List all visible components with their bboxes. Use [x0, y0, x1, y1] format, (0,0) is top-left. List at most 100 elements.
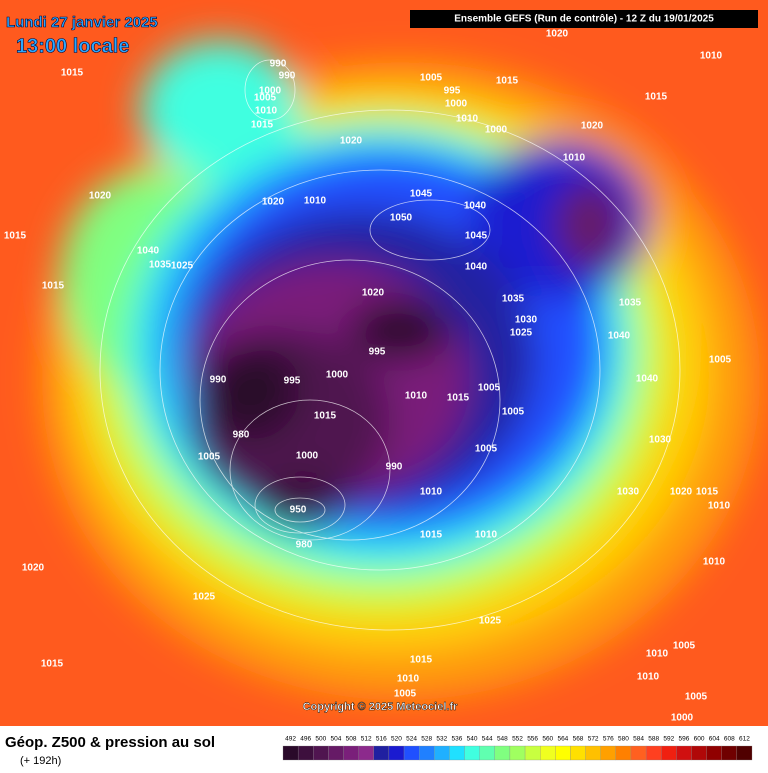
colorbar-label: 584	[633, 736, 644, 743]
isobar-label: 1030	[649, 435, 672, 446]
isobar-label: 995	[444, 86, 461, 97]
colorbar-label: 544	[482, 736, 493, 743]
isobar-label: 995	[284, 376, 301, 387]
isobar-label: 1010	[255, 106, 278, 117]
isobar-label: 1040	[465, 262, 488, 273]
forecast-hour: (+ 192h)	[20, 755, 61, 767]
isobar-label: 1040	[608, 331, 631, 342]
isobar-label: 1040	[464, 201, 487, 212]
isobar-label: 1035	[502, 294, 525, 305]
colorbar-swatch	[313, 745, 329, 761]
colorbar-swatch	[494, 745, 511, 761]
isobar-label: 1005	[709, 355, 732, 366]
isobar-label: 1005	[420, 73, 443, 84]
isobar-label: 1005	[478, 383, 501, 394]
colorbar-label: 568	[573, 736, 584, 743]
colorbar-label: 580	[618, 736, 629, 743]
colorbar-swatch	[600, 745, 616, 761]
isobar-label: 1050	[390, 213, 413, 224]
isobar-label: 990	[270, 59, 287, 70]
isobar-label: 1010	[708, 501, 731, 512]
isobar-label: 1000	[296, 451, 319, 462]
colorbar-swatch	[434, 745, 450, 761]
colorbar-label: 536	[452, 736, 463, 743]
isobar-label: 1015	[314, 411, 337, 422]
isobar-label: 950	[290, 505, 307, 516]
isobar-label: 1005	[198, 452, 221, 463]
isobar-label: 1000	[445, 99, 468, 110]
colorbar-label: 588	[648, 736, 659, 743]
colorbar-label: 532	[436, 736, 447, 743]
colorbar-swatch	[524, 745, 541, 761]
colorbar-label: 500	[315, 736, 326, 743]
isobar-label: 1010	[646, 649, 669, 660]
colorbar-label: 520	[391, 736, 402, 743]
isobar-label: 1030	[617, 487, 640, 498]
isobar-label: 1015	[4, 231, 27, 242]
isobar-label: 1015	[251, 120, 274, 131]
isobar-label: 1010	[700, 51, 723, 62]
colorbar-swatch	[540, 745, 556, 761]
colorbar-label: 528	[421, 736, 432, 743]
colorbar-swatch	[297, 745, 314, 761]
colorbar-swatch	[630, 745, 647, 761]
colorbar-swatch	[721, 745, 738, 761]
colorbar-label: 508	[346, 736, 357, 743]
isobar-label: 1010	[475, 530, 498, 541]
copyright: Copyright © 2025 Meteociel.fr	[303, 701, 459, 713]
colorbar-label: 612	[739, 736, 750, 743]
colorbar-label: 604	[709, 736, 720, 743]
isobar-label: 1040	[636, 374, 659, 385]
colorbar-swatch	[615, 745, 632, 761]
isobar-label: 1015	[410, 655, 433, 666]
local-time: 13:00 locale	[16, 35, 129, 57]
colorbar-swatch	[403, 745, 420, 761]
colorbar-label: 552	[512, 736, 523, 743]
colorbar-label: 564	[557, 736, 568, 743]
isobar-label: 1025	[171, 261, 194, 272]
isobar-label: 1010	[420, 487, 443, 498]
footer-title: Géop. Z500 & pression au sol	[5, 734, 215, 751]
colorbar-label: 560	[542, 736, 553, 743]
isobar-label: 1000	[259, 86, 282, 97]
isobar-label: 1005	[673, 641, 696, 652]
colorbar-swatch	[706, 745, 722, 761]
colorbar-swatch	[661, 745, 677, 761]
isobar-label: 980	[296, 540, 313, 551]
isobar-label: 1025	[510, 328, 533, 339]
colorbar-swatch	[479, 745, 495, 761]
colorbar-label: 576	[603, 736, 614, 743]
isobar-label: 1015	[61, 68, 84, 79]
isobar-label: 1015	[420, 530, 443, 541]
colorbar-swatch	[449, 745, 465, 761]
isobar-label: 1045	[465, 231, 488, 242]
isobar-label: 1010	[405, 391, 428, 402]
colorbar-label: 492	[285, 736, 296, 743]
isobar-label: 1020	[340, 136, 363, 147]
isobar-label: 1020	[262, 197, 285, 208]
model-info: Ensemble GEFS (Run de contrôle) - 12 Z d…	[454, 14, 714, 25]
isobar-label: 1015	[42, 281, 65, 292]
colorbar-swatch	[419, 745, 435, 761]
isobar-label: 1015	[41, 659, 64, 670]
colorbar-label: 596	[678, 736, 689, 743]
colorbar-label: 592	[663, 736, 674, 743]
isobar-label: 1020	[22, 563, 45, 574]
isobar-label: 1010	[304, 196, 327, 207]
isobar-label: 1005	[254, 93, 277, 104]
colorbar-swatch	[343, 745, 359, 761]
colorbar-label: 512	[361, 736, 372, 743]
colorbar-swatch	[358, 745, 374, 761]
colorbar-swatch	[282, 745, 299, 761]
isobar-label: 1015	[696, 487, 719, 498]
colorbar-swatch	[676, 745, 692, 761]
isobar-label: 1020	[546, 29, 569, 40]
colorbar-swatch	[736, 745, 753, 761]
isobar-label: 1005	[475, 444, 498, 455]
date-line: Lundi 27 janvier 2025	[6, 14, 158, 31]
isobar-label: 1020	[89, 191, 112, 202]
isobar-labels: 1015102010109909901000100510101015100599…	[4, 29, 732, 724]
isobar-label: 1005	[685, 692, 708, 703]
isobar-label: 1010	[563, 153, 586, 164]
